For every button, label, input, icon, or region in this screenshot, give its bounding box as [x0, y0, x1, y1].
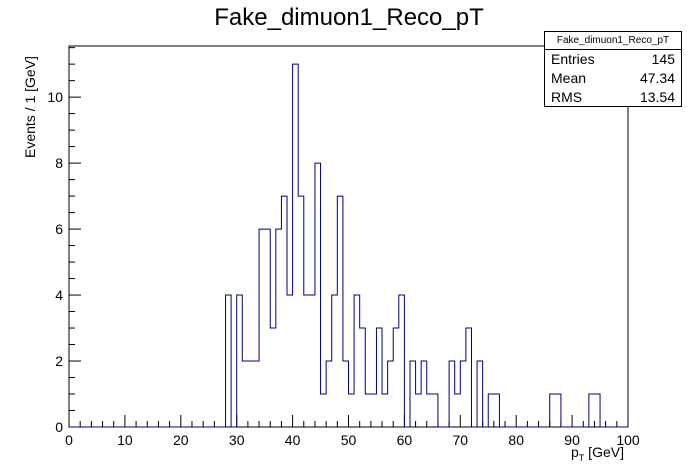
stats-entries-label: Entries [551, 51, 595, 67]
x-tick-label: 0 [65, 432, 73, 448]
x-tick-label: 90 [564, 432, 580, 448]
y-tick-label: 0 [55, 419, 63, 435]
stats-row-entries: Entries 145 [545, 50, 681, 69]
stats-rms-label: RMS [551, 89, 583, 105]
y-tick-label: 6 [55, 221, 63, 237]
x-tick-label: 10 [117, 432, 133, 448]
y-tick-label: 4 [55, 287, 63, 303]
stats-mean-label: Mean [551, 70, 587, 86]
x-tick-label: 30 [229, 432, 245, 448]
y-tick-label: 10 [47, 89, 63, 105]
stats-mean-value: 47.34 [639, 70, 675, 86]
x-tick-label: 80 [508, 432, 524, 448]
x-tick-label: 60 [397, 432, 413, 448]
x-axis: 0 10 20 30 40 50 60 70 80 90 100 [65, 415, 640, 448]
stats-box: Fake_dimuon1_Reco_pT Entries 145 Mean 47… [544, 31, 682, 107]
stats-row-mean: Mean 47.34 [545, 69, 681, 88]
y-tick-label: 8 [55, 155, 63, 171]
y-axis-label: Events / 1 [GeV] [22, 56, 38, 158]
histogram-line [69, 63, 628, 428]
x-tick-label: 40 [285, 432, 301, 448]
y-tick-label: 2 [55, 353, 63, 369]
x-axis-label-sub: T [578, 452, 585, 463]
x-axis-label-main: p [571, 444, 579, 460]
stats-box-title: Fake_dimuon1_Reco_pT [545, 32, 681, 50]
x-tick-label: 70 [453, 432, 469, 448]
x-tick-label: 100 [616, 432, 640, 448]
stats-entries-value: 145 [651, 51, 675, 67]
chart-title: Fake_dimuon1_Reco_pT [214, 4, 484, 31]
x-axis-label: pT [GeV] [571, 444, 624, 463]
x-tick-label: 50 [341, 432, 357, 448]
stats-rms-value: 13.54 [639, 89, 675, 105]
x-axis-label-unit: [GeV] [584, 444, 624, 460]
x-tick-label: 20 [173, 432, 189, 448]
stats-row-rms: RMS 13.54 [545, 88, 681, 107]
y-axis: 0 2 4 6 8 10 [47, 47, 81, 435]
